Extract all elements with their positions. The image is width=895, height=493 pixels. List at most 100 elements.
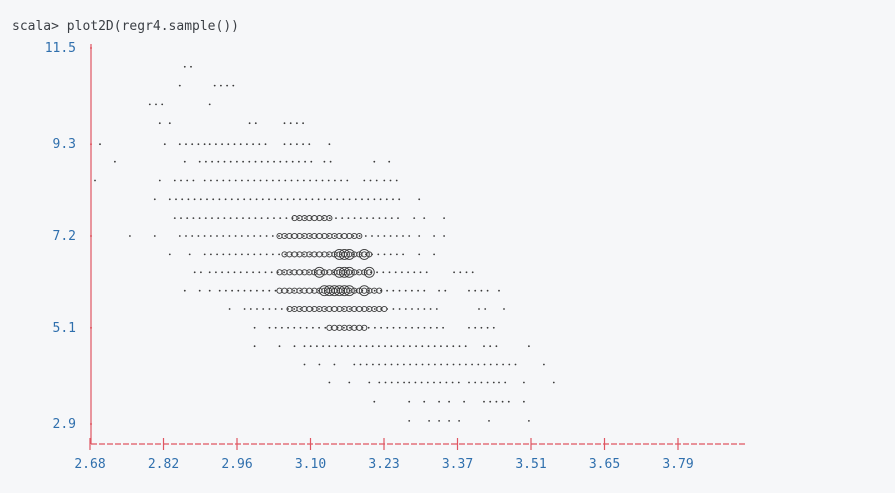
scatter-point — [457, 381, 460, 384]
scatter-point — [153, 198, 156, 201]
scatter-point — [255, 198, 258, 201]
scatter-point — [215, 143, 217, 146]
scatter-point — [248, 122, 251, 125]
scatter-point — [433, 235, 435, 237]
scatter-point — [327, 179, 330, 182]
scatter-point — [452, 345, 455, 348]
scatter-point — [318, 326, 320, 329]
scatter-point — [228, 253, 231, 256]
scatter-point — [198, 289, 201, 292]
scatter-point — [389, 235, 392, 237]
scatter-point — [411, 308, 413, 310]
scatter-dense-point — [331, 305, 338, 313]
scatter-point — [221, 143, 224, 146]
scatter-point — [334, 179, 336, 182]
scatter-point — [408, 381, 411, 384]
scatter-point — [284, 253, 287, 256]
scatter-point — [308, 143, 311, 146]
scatter-dense-point — [358, 285, 370, 297]
scatter-point — [180, 179, 182, 182]
scatter-point — [210, 179, 212, 182]
scatter-point — [343, 326, 345, 329]
scatter-point — [423, 400, 426, 403]
scatter-point — [234, 235, 237, 237]
scatter-point — [480, 289, 483, 292]
scatter-point — [353, 345, 355, 348]
scatter-point — [378, 345, 380, 348]
scatter-point — [480, 381, 483, 384]
scatter-point — [434, 363, 436, 366]
scatter-point — [438, 400, 440, 403]
scatter-point — [185, 235, 187, 237]
scatter-point — [312, 326, 314, 329]
scatter-point — [193, 198, 196, 201]
scatter-point — [220, 84, 222, 87]
scatter-point — [232, 84, 235, 87]
scatter-point — [429, 308, 432, 310]
scatter-point — [348, 381, 351, 384]
scatter-point — [483, 363, 486, 366]
scatter-point — [241, 179, 243, 182]
scatter-point — [216, 253, 219, 256]
scatter-point — [252, 271, 255, 274]
scatter-point — [489, 363, 492, 366]
scatter-point — [359, 217, 362, 220]
scatter-dense-point — [366, 269, 373, 276]
scatter-point — [552, 381, 555, 384]
scatter-point — [285, 217, 288, 220]
scatter-point — [311, 198, 314, 201]
scatter-point — [333, 235, 336, 237]
scatter-point — [175, 198, 177, 201]
scatter-point — [231, 289, 234, 292]
scatter-point — [161, 103, 164, 106]
scatter-point — [384, 363, 387, 366]
scatter-point — [203, 143, 206, 146]
scatter-point — [204, 217, 207, 220]
scatter-point — [396, 345, 399, 348]
scatter-point — [262, 308, 265, 310]
scatter-point — [483, 400, 485, 403]
scatter-point — [392, 308, 395, 310]
scatter-point — [523, 381, 525, 384]
scatter-point — [418, 198, 421, 201]
scatter-point — [266, 217, 269, 220]
scatter-point — [253, 235, 256, 237]
scatter-dense-point — [356, 324, 363, 331]
scatter-point — [435, 308, 438, 310]
scatter-point — [543, 363, 545, 366]
scatter-point — [383, 253, 386, 256]
scatter-point — [438, 289, 440, 292]
scatter-point — [316, 345, 318, 348]
scatter-point — [303, 179, 305, 182]
scatter-point — [216, 179, 219, 182]
scatter-point — [309, 235, 311, 237]
scatter-point — [380, 289, 382, 292]
repl-prompt-line[interactable]: scala> plot2D(regr4.sample()) — [12, 18, 239, 36]
scatter-point — [155, 103, 157, 106]
scatter-point — [297, 217, 300, 220]
scatter-point — [448, 420, 450, 422]
scatter-dense-point — [343, 266, 355, 278]
scatter-point — [198, 160, 201, 163]
scatter-point — [322, 217, 325, 220]
scatter-point — [248, 160, 251, 163]
scatter-point — [153, 235, 156, 237]
scatter-point — [388, 271, 391, 274]
scatter-point — [327, 253, 330, 256]
scatter-dense-point — [338, 266, 350, 278]
scatter-point — [247, 253, 250, 256]
scatter-point — [222, 235, 225, 237]
scatter-point — [367, 308, 370, 310]
y-tick-labels: 11.5 9.3 7.2 5.1 2.9 — [45, 41, 76, 432]
scatter-point — [408, 400, 411, 403]
scatter-point — [327, 235, 330, 237]
scatter-point — [439, 381, 442, 384]
scatter-point — [292, 198, 295, 201]
scatter-point — [492, 381, 495, 384]
scatter-point — [191, 235, 194, 237]
scatter-point — [241, 253, 243, 256]
scatter-point — [260, 217, 263, 220]
scatter-point — [474, 289, 477, 292]
scatter-point — [274, 198, 277, 201]
